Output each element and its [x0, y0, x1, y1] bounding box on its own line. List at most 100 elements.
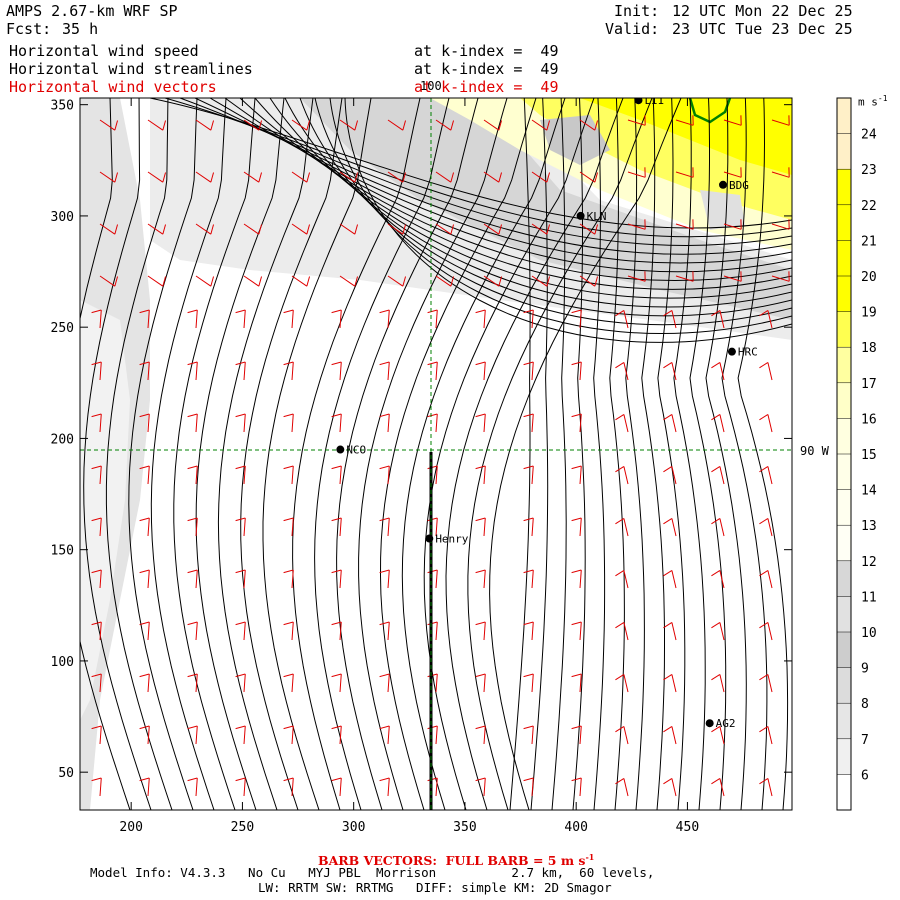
wind-barb-flag [498, 172, 503, 183]
wind-barb [291, 778, 294, 797]
wind-barb [719, 570, 725, 589]
wind-barb-flag [139, 309, 150, 314]
streamline [80, 98, 131, 810]
wind-barb-flag [283, 569, 294, 574]
wind-barb [579, 414, 582, 433]
wind-barb [483, 726, 486, 745]
wind-barb [483, 171, 500, 183]
wind-barb [531, 362, 534, 381]
streamline [344, 98, 792, 343]
streamline [292, 98, 421, 810]
wind-barb-flag [711, 466, 721, 473]
wind-barb-flag [523, 413, 534, 418]
wind-barb [387, 414, 390, 433]
wind-barb [387, 466, 390, 485]
colorbar-label: 8 [861, 697, 869, 712]
wind-barb-flag [615, 726, 625, 733]
wind-barb [483, 414, 486, 433]
colorbar-label: 15 [861, 448, 877, 463]
station-label: Henry [435, 533, 468, 546]
wind-barb-flag [331, 413, 342, 418]
wind-barb-flag [546, 172, 551, 183]
wind-barb-flag [91, 725, 102, 730]
wind-barb-flag [114, 276, 119, 287]
wind-barb-flag [331, 517, 342, 522]
wind-barb [623, 466, 629, 485]
streamline [284, 98, 792, 308]
wind-barb [147, 466, 150, 485]
wind-barb-flag [379, 413, 390, 418]
wind-barb-flag [283, 777, 294, 782]
wind-barb-flag [571, 465, 582, 470]
y-tick-label: 300 [51, 210, 74, 225]
wind-barb [147, 570, 150, 589]
wind-barb [99, 362, 102, 381]
x-tick-label: 400 [564, 820, 587, 835]
wind-barb [623, 622, 629, 641]
wind-barb-flag [475, 673, 486, 678]
streamline [737, 98, 789, 810]
wind-barb-flag [331, 361, 342, 366]
colorbar-segment [837, 276, 851, 312]
wind-barb [339, 518, 342, 537]
wind-barb [671, 778, 677, 797]
wind-barb [387, 726, 390, 745]
wind-barb-flag [759, 414, 769, 421]
wind-barb-flag [283, 673, 294, 678]
wind-barb-flag [331, 777, 342, 782]
wind-barb [339, 362, 342, 381]
wind-barb-flag [379, 465, 390, 470]
wind-barb [675, 275, 694, 282]
wind-barb [531, 726, 534, 745]
wind-barb [767, 674, 773, 693]
wind-barb [99, 119, 116, 131]
colorbar-segment [837, 418, 851, 454]
wind-barb-flag [523, 725, 534, 730]
barb-vectors-title: BARB VECTORS: FULL BARB = 5 m s-1 [318, 852, 595, 869]
wind-barb-flag [187, 517, 198, 522]
wind-barb [195, 778, 198, 797]
wind-barb [627, 119, 646, 126]
wind-barb-flag [139, 517, 150, 522]
streamline [641, 98, 665, 810]
wind-barb-flag [571, 725, 582, 730]
wind-barb-flag [711, 778, 721, 785]
wind-barb-flag [475, 621, 486, 626]
field-wind-vectors: Horizontal wind vectors [9, 78, 217, 96]
wind-barb [291, 570, 294, 589]
wind-barb-flag [306, 224, 311, 235]
wind-barb [387, 275, 404, 287]
wind-barb [339, 414, 342, 433]
wind-barb-flag [354, 172, 359, 183]
wind-barb-flag [523, 465, 534, 470]
wind-barb [387, 119, 404, 131]
wind-barb [671, 726, 677, 745]
wind-barb-flag [615, 570, 625, 577]
wind-barb-flag [571, 517, 582, 522]
wind-barb [243, 674, 246, 693]
wind-barb [719, 414, 725, 433]
wind-barb-flag [594, 224, 599, 235]
wind-barb [723, 223, 742, 230]
wind-barb-flag [450, 120, 455, 131]
wind-barb [147, 362, 150, 381]
streamline [209, 98, 792, 264]
wind-barb [579, 275, 596, 287]
wind-barb [291, 310, 294, 329]
streamline [83, 98, 152, 810]
wind-barb [531, 223, 548, 235]
wind-barb [579, 310, 582, 329]
wind-barb-flag [450, 276, 455, 287]
wind-barb-flag [711, 726, 721, 733]
colorbar-segment [837, 347, 851, 383]
wind-barb-flag [91, 361, 102, 366]
wind-barb [291, 674, 294, 693]
wind-barb [291, 275, 308, 287]
streamlines-group [80, 98, 792, 810]
wind-barb-flag [475, 725, 486, 730]
wind-barb [771, 119, 790, 126]
streamline [254, 98, 792, 290]
wind-barb [339, 275, 356, 287]
wind-barb [767, 414, 773, 433]
wind-barb-flag [615, 518, 625, 525]
